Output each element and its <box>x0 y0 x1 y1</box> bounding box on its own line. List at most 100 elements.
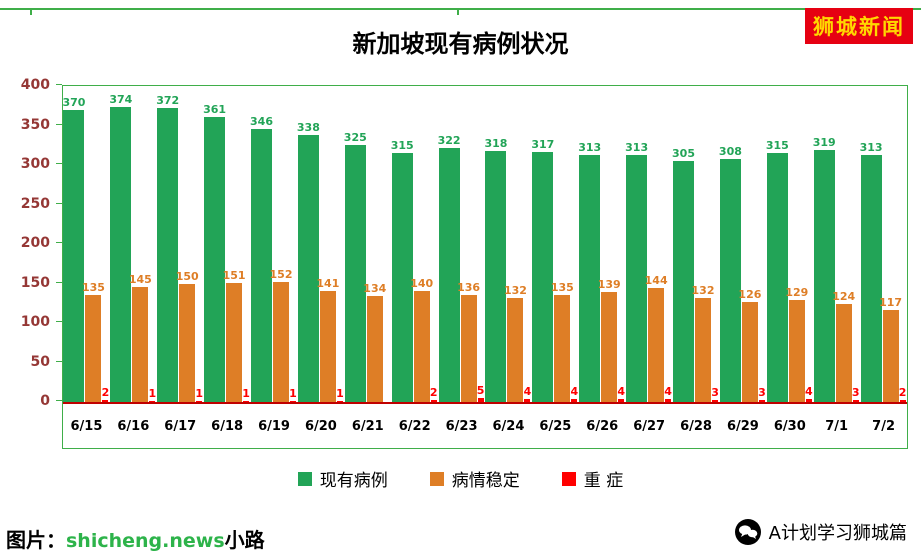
bar-value-label: 152 <box>269 267 293 281</box>
bar-value-label: 135 <box>81 281 105 295</box>
bar-value-label: 1 <box>289 387 297 401</box>
bar-value-label: 319 <box>812 136 836 149</box>
y-tick-mark <box>56 400 62 401</box>
top-border-tick <box>457 8 459 15</box>
bar-group: 315 140 2 <box>391 86 438 402</box>
bar-value-label: 372 <box>156 94 180 108</box>
bar-value-label: 151 <box>222 268 246 282</box>
y-tick-label: 250 <box>20 195 50 212</box>
y-tick-mark <box>56 281 62 283</box>
image-watermark: 图片：shicheng.news小路 <box>6 524 265 553</box>
chat-bubbles-icon <box>734 519 761 545</box>
legend-label: 病情稳定 <box>451 471 520 491</box>
bar-group: 313 139 4 <box>578 86 626 402</box>
bar-value-label: 315 <box>390 139 414 153</box>
bar-value-label: 4 <box>804 384 813 398</box>
legend-label: 重 症 <box>583 471 624 491</box>
bar-value-label: 4 <box>617 384 626 398</box>
bar-stable-cases: 117 <box>879 296 902 402</box>
bar-stable-cases: 132 <box>692 284 715 402</box>
y-tick-label: 50 <box>30 353 50 370</box>
bar-value-label: 117 <box>879 295 903 309</box>
bar-group: 313 144 4 <box>625 86 673 402</box>
bar-stable-cases: 135 <box>551 281 574 402</box>
y-tick-mark <box>56 202 62 204</box>
bar-severe-cases: 1 <box>242 387 250 402</box>
bar-stable-cases: 145 <box>129 273 152 402</box>
legend-item: 病情稳定 <box>429 466 520 491</box>
bar-value-label: 150 <box>175 269 199 283</box>
bar-value-label: 4 <box>664 384 672 398</box>
bar-value-label: 2 <box>101 386 110 400</box>
bar-value-label: 134 <box>363 282 387 296</box>
bar-value-label: 315 <box>765 139 789 153</box>
bar-value-label: 370 <box>62 95 86 109</box>
legend: 现有病例 病情稳定 重 症 <box>0 466 921 491</box>
y-axis: 0 50 100 150 200 250 300 350 400 <box>0 77 62 409</box>
bar-severe-cases: 4 <box>524 385 531 402</box>
bar-group: 372 150 1 <box>156 86 204 402</box>
bar-current-cases: 313 <box>860 141 883 402</box>
bar-current-cases: 370 <box>62 96 85 402</box>
y-tick-label: 0 <box>40 393 50 409</box>
bar-current-cases: 313 <box>625 141 648 402</box>
bar-group: 338 141 1 <box>297 86 344 402</box>
bar-severe-cases: 3 <box>711 386 719 402</box>
legend-swatch <box>297 471 312 486</box>
bar-value-label: 346 <box>250 114 273 128</box>
bar-current-cases: 308 <box>719 145 742 402</box>
y-tick-label: 200 <box>20 235 50 251</box>
bar-stable-cases: 150 <box>176 270 199 402</box>
bar-value-label: 2 <box>429 386 438 400</box>
bar-current-cases: 319 <box>813 136 836 402</box>
site-logo: 狮城新闻 <box>805 8 913 44</box>
bar-value-label: 1 <box>242 387 250 401</box>
bar-stable-cases: 136 <box>457 281 480 402</box>
x-tick-label: 6/30 <box>773 418 806 434</box>
y-tick-label: 400 <box>20 77 50 93</box>
bar-stable-cases: 152 <box>270 268 292 402</box>
legend-item: 现有病例 <box>297 466 388 491</box>
bar-severe-cases: 2 <box>102 386 109 402</box>
x-tick-label: 6/16 <box>117 418 150 434</box>
bar-severe-cases: 5 <box>477 384 484 402</box>
bar-current-cases: 322 <box>438 134 461 402</box>
bar-group: 319 124 3 <box>813 86 860 402</box>
bar-group: 317 135 4 <box>531 86 579 402</box>
bar-value-label: 140 <box>410 277 434 291</box>
bar-severe-cases: 4 <box>617 385 625 402</box>
bar-value-label: 1 <box>148 387 157 401</box>
bar-current-cases: 315 <box>766 139 789 402</box>
bar-value-label: 129 <box>785 286 809 300</box>
x-tick-label: 6/22 <box>398 418 431 434</box>
bar-stable-cases: 129 <box>785 286 808 402</box>
bar-group: 305 132 3 <box>672 86 720 402</box>
bar-value-label: 308 <box>718 144 742 158</box>
bar-stable-cases: 124 <box>832 290 855 402</box>
bar-value-label: 361 <box>203 102 227 116</box>
y-tick-label: 100 <box>20 314 50 330</box>
bar-value-label: 136 <box>457 280 481 294</box>
bar-current-cases: 361 <box>203 103 226 402</box>
bar-value-label: 313 <box>859 140 883 154</box>
bar-value-label: 4 <box>570 384 579 398</box>
y-tick-mark <box>56 84 62 85</box>
bar-severe-cases: 1 <box>336 387 344 402</box>
bar-value-label: 2 <box>898 386 907 400</box>
bar-current-cases: 318 <box>484 137 507 402</box>
bar-stable-cases: 126 <box>738 288 761 402</box>
bar-severe-cases: 1 <box>149 387 156 402</box>
bar-severe-cases: 2 <box>430 386 438 402</box>
bar-group: 313 117 2 <box>860 86 907 402</box>
legend-swatch <box>429 471 444 486</box>
legend-label: 现有病例 <box>319 471 388 491</box>
plot-area: 370 135 2 374 145 1 372 150 1 361 151 1 346 152 1 338 14… <box>62 86 907 404</box>
bar-value-label: 126 <box>738 288 762 302</box>
bar-value-label: 313 <box>578 140 602 154</box>
x-tick-label: 6/18 <box>211 418 244 434</box>
bar-stable-cases: 141 <box>316 277 339 402</box>
x-tick-label: 7/2 <box>872 418 895 434</box>
source-label: A计划学习狮城篇 <box>768 523 907 544</box>
bar-value-label: 139 <box>597 278 621 292</box>
bar-value-label: 3 <box>711 385 719 399</box>
